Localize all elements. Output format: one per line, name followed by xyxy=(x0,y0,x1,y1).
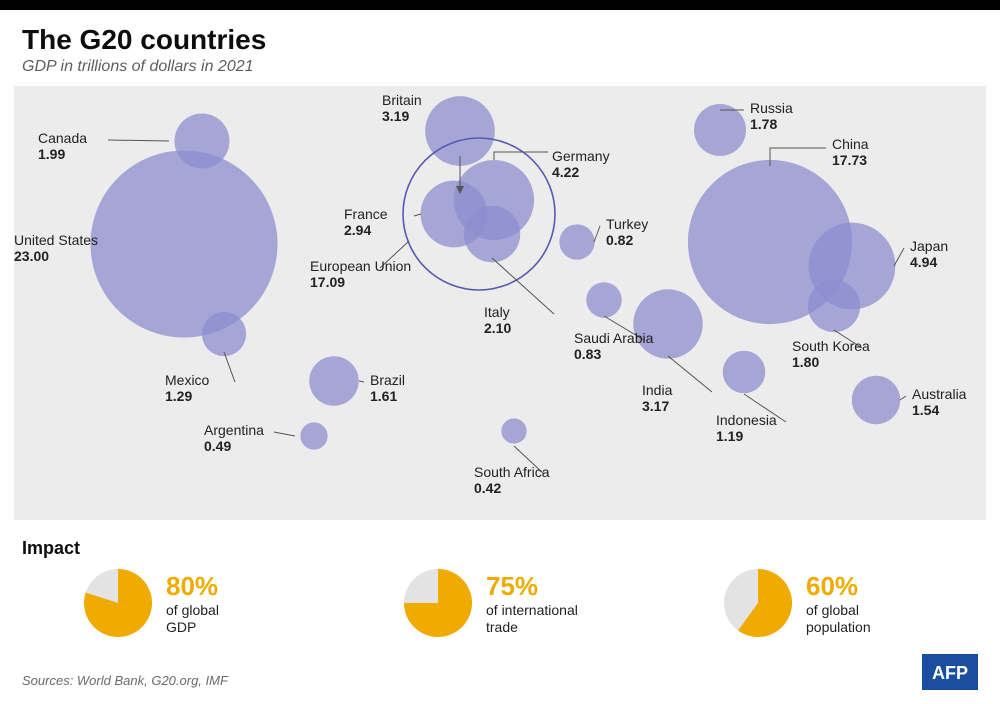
country-name: Argentina xyxy=(204,422,264,438)
country-label-usa: United States23.00 xyxy=(14,232,98,264)
impact-line1: of global xyxy=(806,602,871,618)
impact-pct: 60% xyxy=(806,571,871,602)
country-name: South Korea xyxy=(792,338,870,354)
country-label-france: France2.94 xyxy=(344,206,388,238)
country-name: Italy xyxy=(484,304,511,320)
infographic-frame: The G20 countries GDP in trillions of do… xyxy=(0,0,1000,704)
country-gdp: 4.22 xyxy=(552,164,610,180)
impact-line1: of global xyxy=(166,602,219,618)
chart-title: The G20 countries xyxy=(22,24,266,56)
country-gdp: 4.94 xyxy=(910,254,948,270)
country-gdp: 1.54 xyxy=(912,402,966,418)
country-name: South Africa xyxy=(474,464,550,480)
country-label-argentina: Argentina0.49 xyxy=(204,422,264,454)
country-label-japan: Japan4.94 xyxy=(910,238,948,270)
country-label-russia: Russia1.78 xyxy=(750,100,793,132)
country-name: France xyxy=(344,206,388,222)
country-name: Turkey xyxy=(606,216,648,232)
country-gdp: 1.99 xyxy=(38,146,87,162)
country-label-canada: Canada1.99 xyxy=(38,130,87,162)
chart-subtitle: GDP in trillions of dollars in 2021 xyxy=(22,58,254,76)
sources-text: Sources: World Bank, G20.org, IMF xyxy=(22,673,228,688)
country-label-mexico: Mexico1.29 xyxy=(165,372,209,404)
country-name: Brazil xyxy=(370,372,405,388)
afp-logo: AFP xyxy=(922,654,978,690)
country-gdp: 1.29 xyxy=(165,388,209,404)
country-name: India xyxy=(642,382,672,398)
country-gdp: 3.19 xyxy=(382,108,422,124)
impact-pct: 80% xyxy=(166,571,219,602)
impact-heading: Impact xyxy=(22,538,80,559)
country-label-saudi: Saudi Arabia0.83 xyxy=(574,330,653,362)
country-name: Indonesia xyxy=(716,412,777,428)
country-name: China xyxy=(832,136,869,152)
country-name: European Union xyxy=(310,258,411,274)
country-gdp: 17.73 xyxy=(832,152,869,168)
country-label-britain: Britain3.19 xyxy=(382,92,422,124)
country-label-skorea: South Korea1.80 xyxy=(792,338,870,370)
country-label-india: India3.17 xyxy=(642,382,672,414)
country-gdp: 1.19 xyxy=(716,428,777,444)
country-name: Mexico xyxy=(165,372,209,388)
country-gdp: 2.10 xyxy=(484,320,511,336)
country-label-turkey: Turkey0.82 xyxy=(606,216,648,248)
top-accent-bar xyxy=(0,0,1000,10)
impact-trade: 75% of international trade xyxy=(400,560,578,646)
impact-line2: trade xyxy=(486,619,578,635)
country-gdp: 17.09 xyxy=(310,274,411,290)
svg-text:AFP: AFP xyxy=(932,663,968,683)
country-name: Saudi Arabia xyxy=(574,330,653,346)
country-label-brazil: Brazil1.61 xyxy=(370,372,405,404)
country-name: United States xyxy=(14,232,98,248)
country-gdp: 0.42 xyxy=(474,480,550,496)
country-gdp: 1.61 xyxy=(370,388,405,404)
pie-icon xyxy=(720,565,796,641)
impact-line1: of international xyxy=(486,602,578,618)
country-gdp: 1.78 xyxy=(750,116,793,132)
country-gdp: 2.94 xyxy=(344,222,388,238)
country-label-china: China17.73 xyxy=(832,136,869,168)
country-label-germany: Germany4.22 xyxy=(552,148,610,180)
country-gdp: 1.80 xyxy=(792,354,870,370)
impact-pct: 75% xyxy=(486,571,578,602)
country-name: Japan xyxy=(910,238,948,254)
country-gdp: 0.83 xyxy=(574,346,653,362)
country-name: Germany xyxy=(552,148,610,164)
country-label-indonesia: Indonesia1.19 xyxy=(716,412,777,444)
country-name: Russia xyxy=(750,100,793,116)
country-label-italy: Italy2.10 xyxy=(484,304,511,336)
pie-icon xyxy=(80,565,156,641)
country-gdp: 0.49 xyxy=(204,438,264,454)
country-gdp: 0.82 xyxy=(606,232,648,248)
impact-line2: GDP xyxy=(166,619,219,635)
bubble-plot: Canada1.99 United States23.00 Mexico1.29 Ar… xyxy=(14,86,986,520)
country-name: Australia xyxy=(912,386,966,402)
country-gdp: 23.00 xyxy=(14,248,98,264)
country-label-southafrica: South Africa0.42 xyxy=(474,464,550,496)
impact-gdp: 80% of global GDP xyxy=(80,560,219,646)
country-label-australia: Australia1.54 xyxy=(912,386,966,418)
country-name: Britain xyxy=(382,92,422,108)
pie-icon xyxy=(400,565,476,641)
country-label-eu: European Union17.09 xyxy=(310,258,411,290)
impact-line2: population xyxy=(806,619,871,635)
country-gdp: 3.17 xyxy=(642,398,672,414)
impact-population: 60% of global population xyxy=(720,560,871,646)
country-name: Canada xyxy=(38,130,87,146)
